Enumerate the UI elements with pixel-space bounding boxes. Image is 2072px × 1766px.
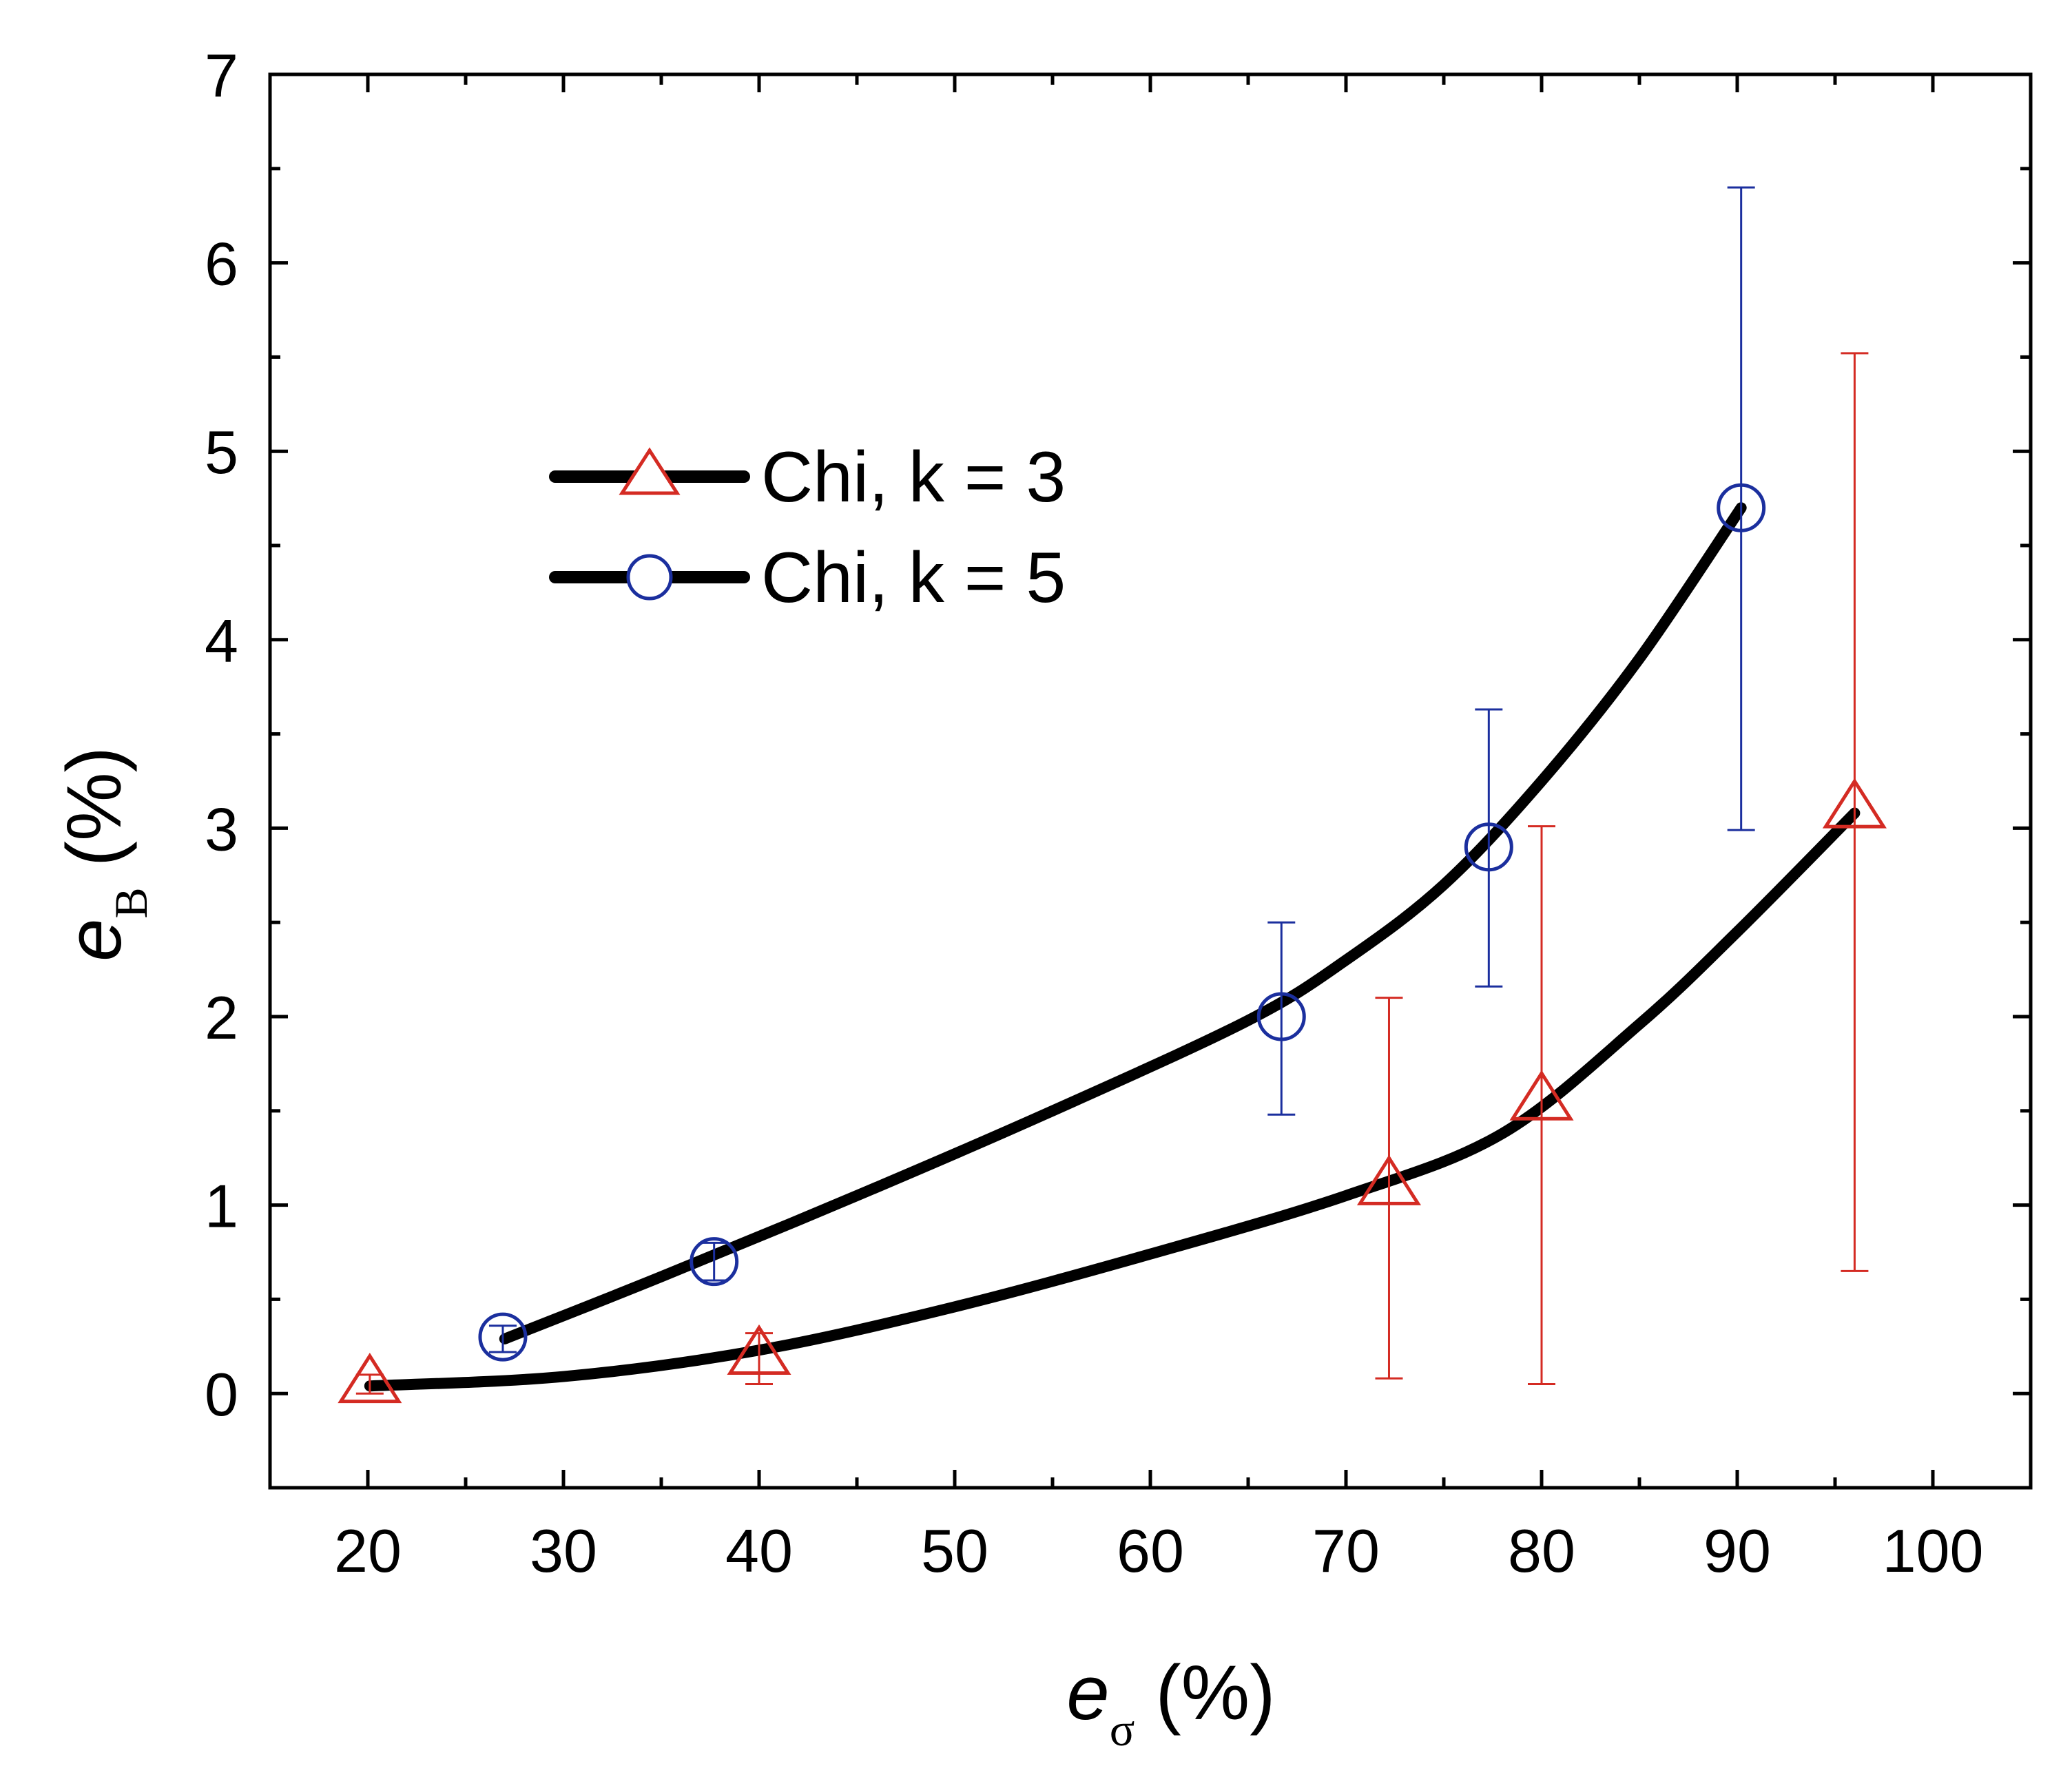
- x-axis-title-subscript: σ: [1110, 1703, 1135, 1756]
- x-axis-title-unit: (%): [1155, 1650, 1275, 1736]
- x-axis-title-symbol: e: [1066, 1650, 1109, 1736]
- y-axis-title-subscript: B: [105, 887, 157, 918]
- x-tick-label: 30: [530, 1517, 597, 1585]
- x-tick-label: 50: [921, 1517, 988, 1585]
- x-tick-label: 40: [725, 1517, 793, 1585]
- x-tick-label: 20: [334, 1517, 402, 1585]
- x-axis-tick-labels: 20 30 40 50 60 70 80 90 100: [334, 1517, 1983, 1585]
- chart: 20 30 40 50 60 70 80 90 100 01234567 Chi, k = 3 …: [0, 0, 2072, 1766]
- y-tick-label: 1: [205, 1172, 238, 1240]
- y-tick-label: 4: [205, 607, 238, 675]
- legend-label-k3: Chi, k = 3: [761, 437, 1066, 517]
- y-axis-title-symbol: e: [51, 919, 137, 962]
- y-tick-label: 0: [205, 1360, 238, 1429]
- y-tick-label: 7: [205, 41, 238, 110]
- legend-label-k5: Chi, k = 5: [761, 538, 1066, 618]
- x-tick-label: 70: [1312, 1517, 1380, 1585]
- x-tick-label: 100: [1883, 1517, 1984, 1585]
- y-tick-label: 3: [205, 795, 238, 863]
- y-axis-title-unit: (%): [51, 747, 137, 866]
- y-tick-label: 5: [205, 418, 238, 486]
- x-tick-label: 90: [1703, 1517, 1771, 1585]
- y-tick-label: 2: [205, 984, 238, 1052]
- chart-background: [0, 0, 2072, 1766]
- y-tick-label: 6: [205, 230, 238, 298]
- x-tick-label: 80: [1508, 1517, 1575, 1585]
- legend-marker-circle: [628, 556, 671, 599]
- x-tick-label: 60: [1117, 1517, 1184, 1585]
